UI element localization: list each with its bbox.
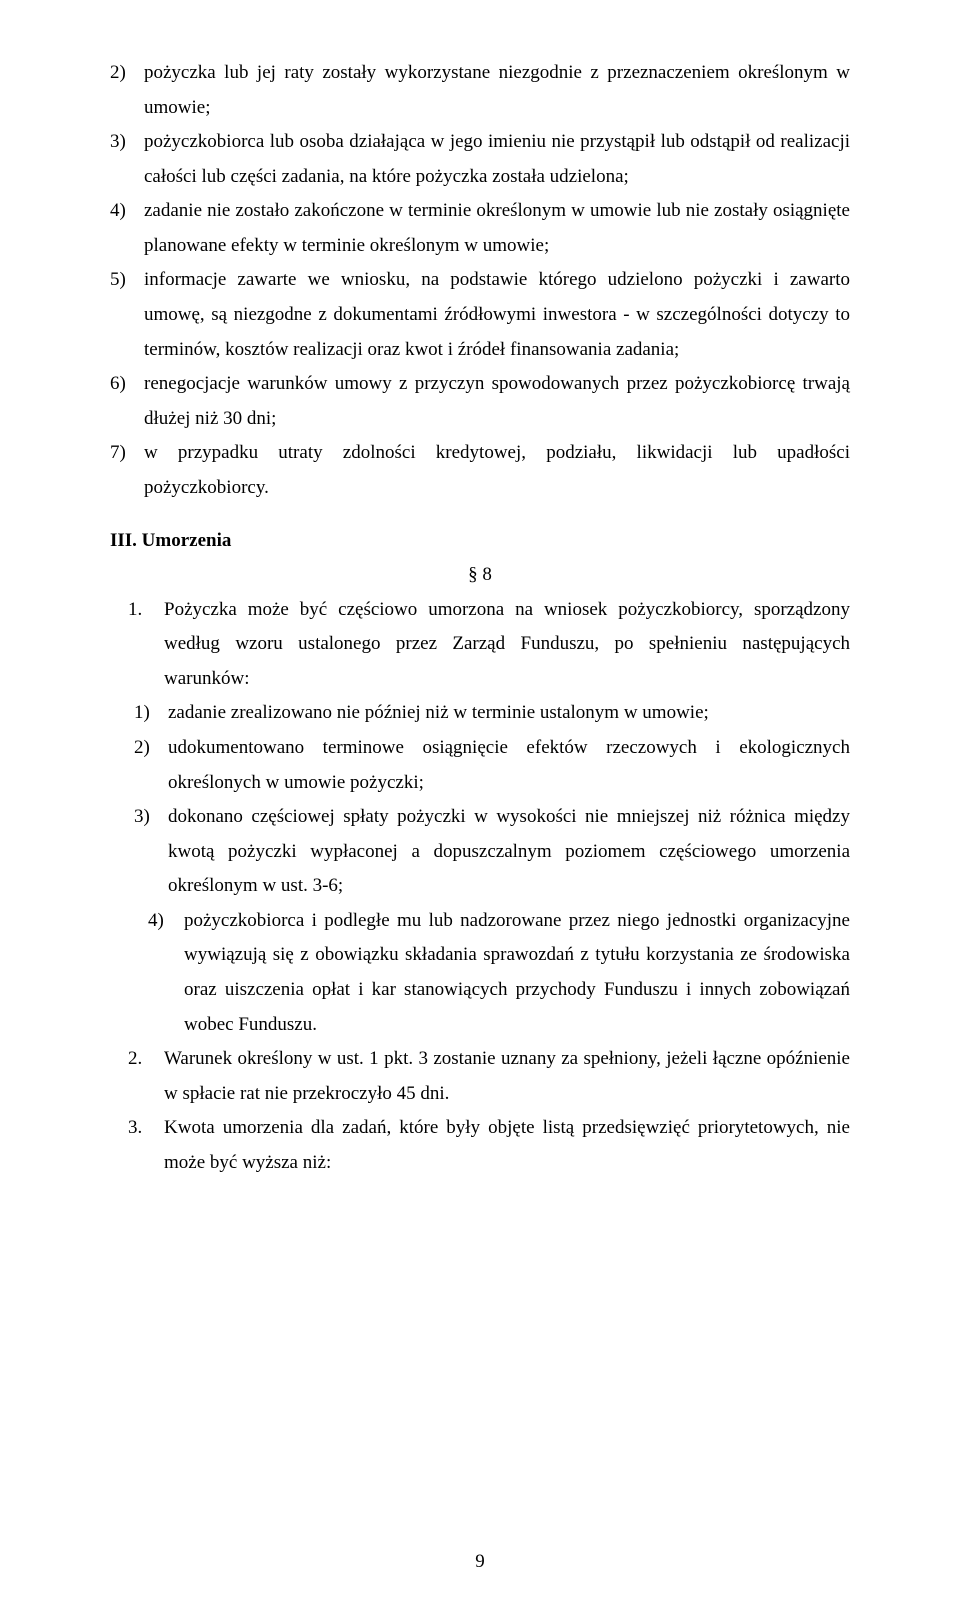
item-text: pożyczkobiorca i podległe mu lub nadzoro…: [184, 904, 850, 1042]
list-item: 3) pożyczkobiorca lub osoba działająca w…: [110, 125, 850, 194]
list-item: 1. Pożyczka może być częściowo umorzona …: [110, 593, 850, 697]
page-number: 9: [0, 1545, 960, 1580]
document-page: 2) pożyczka lub jej raty zostały wykorzy…: [0, 0, 960, 1610]
list-item: 2) pożyczka lub jej raty zostały wykorzy…: [110, 56, 850, 125]
list-item: 1) zadanie zrealizowano nie później niż …: [110, 696, 850, 731]
item-number: 2): [110, 56, 144, 125]
list-item: 6) renegocjacje warunków umowy z przyczy…: [110, 367, 850, 436]
list-item: 4) zadanie nie zostało zakończone w term…: [110, 194, 850, 263]
item-text: zadanie zrealizowano nie później niż w t…: [168, 696, 850, 731]
list-item: 4) pożyczkobiorca i podległe mu lub nadz…: [110, 904, 850, 1042]
top-numbered-list: 2) pożyczka lub jej raty zostały wykorzy…: [110, 56, 850, 506]
item-text: w przypadku utraty zdolności kredytowej,…: [144, 436, 850, 505]
list-item: 3. Kwota umorzenia dla zadań, które były…: [110, 1111, 850, 1180]
item-number: 2): [134, 731, 168, 800]
item-text: dokonano częściowej spłaty pożyczki w wy…: [168, 800, 850, 904]
item-number: 4): [148, 904, 184, 1042]
item-text: Pożyczka może być częściowo umorzona na …: [164, 593, 850, 697]
list-item: 7) w przypadku utraty zdolności kredytow…: [110, 436, 850, 505]
list-item: 2. Warunek określony w ust. 1 pkt. 3 zos…: [110, 1042, 850, 1111]
item-number: 1): [134, 696, 168, 731]
item-number: 1.: [128, 593, 164, 697]
item-text: informacje zawarte we wniosku, na podsta…: [144, 263, 850, 367]
list-item: 2) udokumentowano terminowe osiągnięcie …: [110, 731, 850, 800]
item-number: 6): [110, 367, 144, 436]
item-number: 5): [110, 263, 144, 367]
list-item: 3) dokonano częściowej spłaty pożyczki w…: [110, 800, 850, 904]
item-number: 4): [110, 194, 144, 263]
item-text: pożyczka lub jej raty zostały wykorzysta…: [144, 56, 850, 125]
item-number: 2.: [128, 1042, 164, 1111]
item-number: 3): [110, 125, 144, 194]
item-text: Warunek określony w ust. 1 pkt. 3 zostan…: [164, 1042, 850, 1111]
item-number: 3): [134, 800, 168, 904]
section-8-list: 1. Pożyczka może być częściowo umorzona …: [110, 593, 850, 1181]
section-heading: III. Umorzenia: [110, 524, 850, 559]
item-text: zadanie nie zostało zakończone w termini…: [144, 194, 850, 263]
item-text: Kwota umorzenia dla zadań, które były ob…: [164, 1111, 850, 1180]
item-text: pożyczkobiorca lub osoba działająca w je…: [144, 125, 850, 194]
paragraph-label: § 8: [110, 558, 850, 593]
list-item: 5) informacje zawarte we wniosku, na pod…: [110, 263, 850, 367]
item-number: 7): [110, 436, 144, 505]
item-text: udokumentowano terminowe osiągnięcie efe…: [168, 731, 850, 800]
item-number: 3.: [128, 1111, 164, 1180]
item-text: renegocjacje warunków umowy z przyczyn s…: [144, 367, 850, 436]
